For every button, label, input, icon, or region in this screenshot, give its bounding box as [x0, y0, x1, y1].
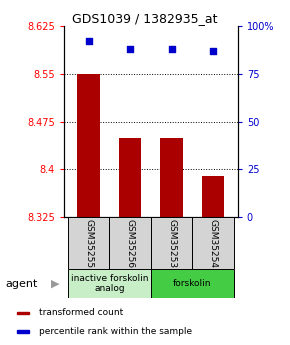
Bar: [192, 217, 234, 269]
Text: inactive forskolin
analog: inactive forskolin analog: [71, 274, 148, 294]
Text: GSM35255: GSM35255: [84, 219, 93, 268]
Text: percentile rank within the sample: percentile rank within the sample: [39, 327, 192, 336]
Text: transformed count: transformed count: [39, 308, 124, 317]
Text: GSM35254: GSM35254: [209, 219, 218, 268]
Bar: [77, 74, 100, 217]
Bar: [17, 330, 29, 333]
Bar: [109, 217, 151, 269]
Point: [128, 46, 133, 52]
Bar: [151, 217, 192, 269]
Point: [169, 46, 174, 52]
Text: GSM35256: GSM35256: [126, 219, 135, 268]
Bar: [68, 269, 151, 298]
Bar: [68, 217, 109, 269]
Bar: [119, 138, 142, 217]
Bar: [160, 138, 183, 217]
Bar: [202, 176, 224, 217]
Point: [211, 48, 215, 53]
Text: agent: agent: [6, 279, 38, 289]
Text: forskolin: forskolin: [173, 279, 211, 288]
Text: GDS1039 / 1382935_at: GDS1039 / 1382935_at: [72, 12, 218, 25]
Text: GSM35253: GSM35253: [167, 219, 176, 268]
Point: [86, 38, 91, 44]
Bar: [17, 312, 29, 314]
Bar: [151, 269, 234, 298]
Text: ▶: ▶: [51, 279, 59, 289]
